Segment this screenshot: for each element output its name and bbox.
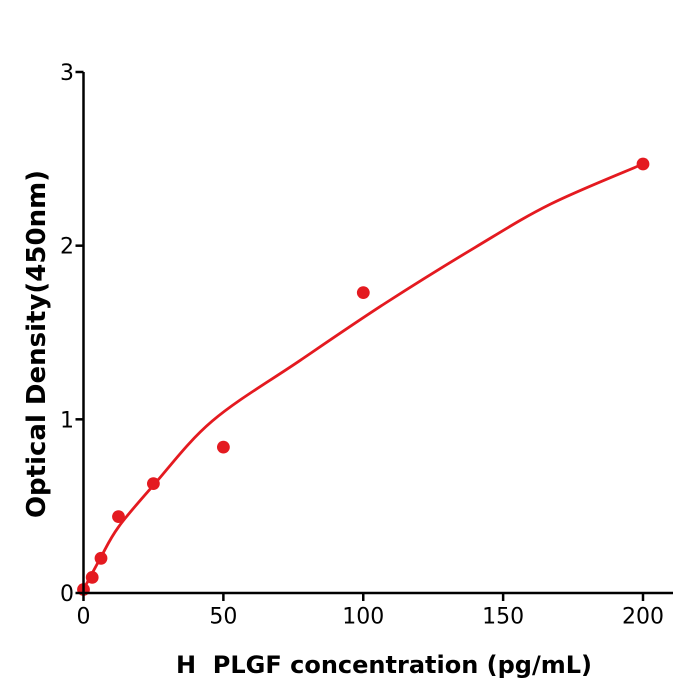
fit-curve-line [82, 162, 645, 591]
x-tick-label: 100 [342, 605, 384, 630]
y-tick-label: 2 [60, 235, 74, 260]
data-point [356, 286, 370, 299]
y-tick-label: 3 [60, 61, 74, 86]
data-point [217, 440, 230, 454]
x-tick-label: 0 [77, 605, 91, 630]
y-tick-label: 1 [60, 408, 74, 433]
data-point [112, 510, 125, 523]
data-point [147, 477, 160, 490]
data-point [85, 571, 99, 584]
data-point [94, 551, 108, 565]
x-tick-label: 150 [482, 605, 524, 630]
y-tick-label: 0 [60, 582, 74, 607]
data-point [636, 157, 650, 171]
x-tick-label: 50 [209, 605, 237, 630]
x-tick-label: 200 [622, 605, 664, 630]
